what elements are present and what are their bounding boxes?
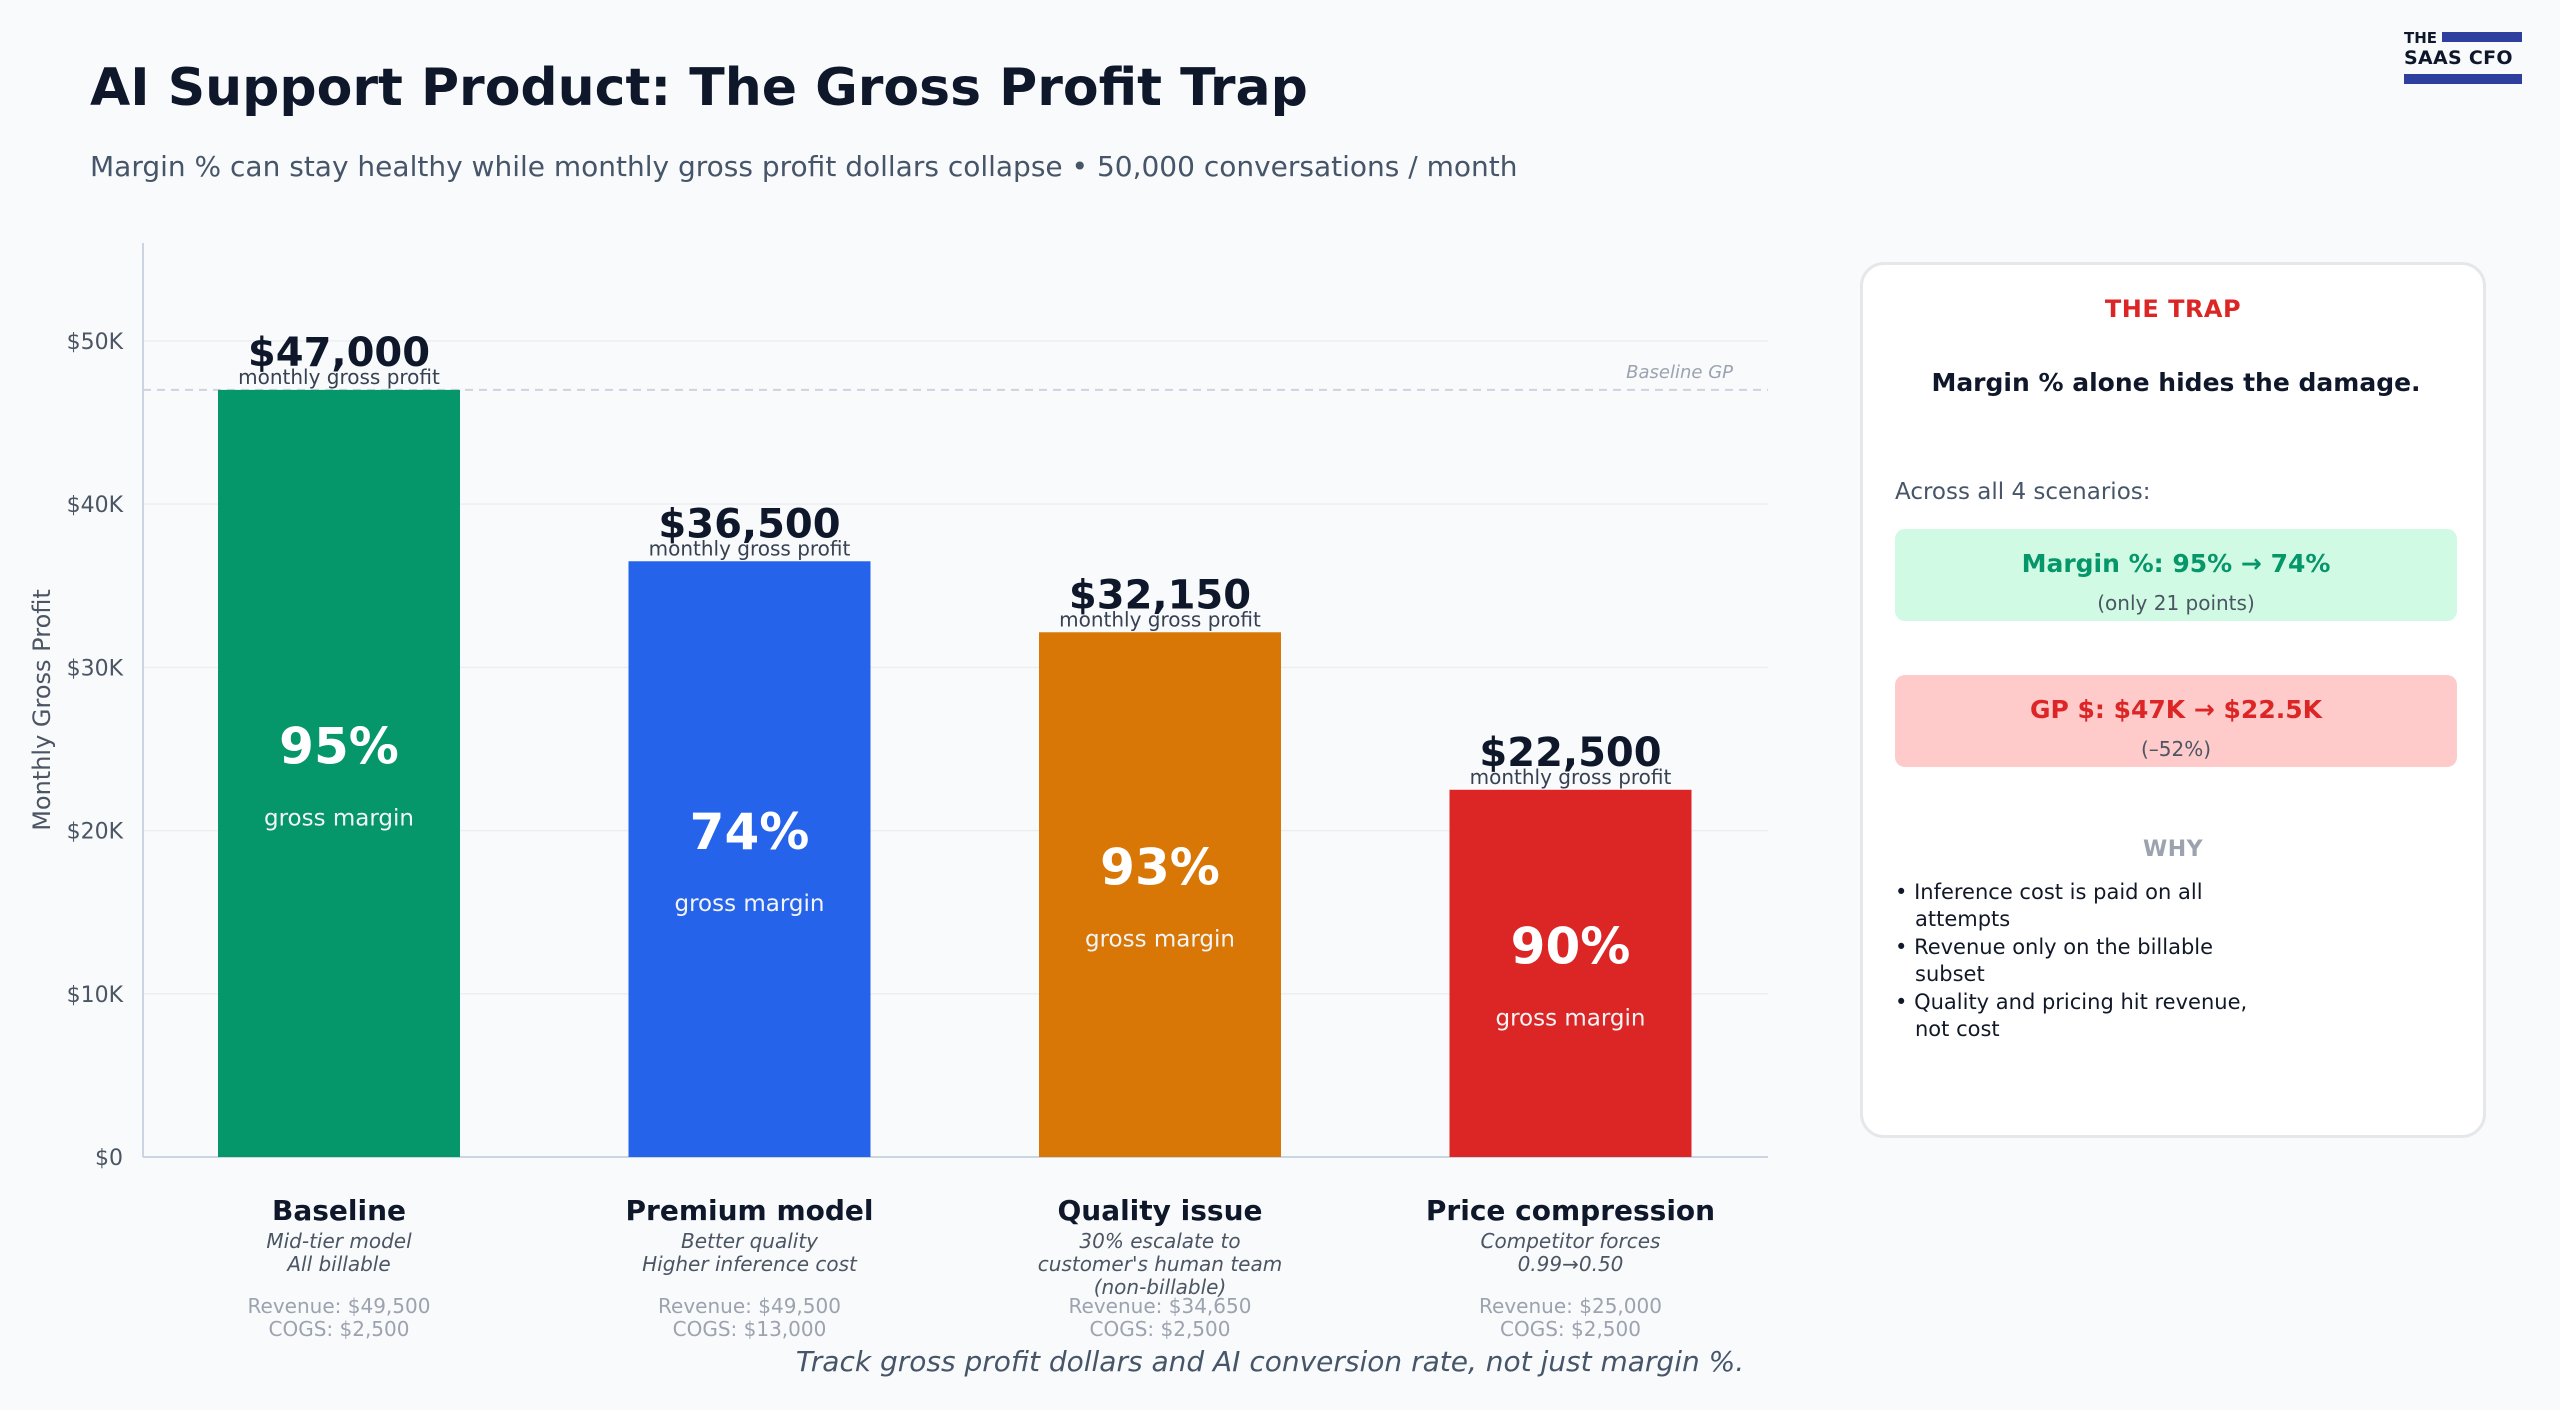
x-category-revenue: Revenue: $49,500 [658,1294,841,1318]
x-category-label: Baseline [272,1194,406,1227]
x-category-revenue: Revenue: $49,500 [248,1294,431,1318]
bar-value-label: $36,500 [658,501,840,547]
why-item: Quality and pricing hit revenue, not cos… [1895,989,2255,1043]
page-subtitle: Margin % can stay healthy while monthly … [90,150,1518,183]
gp-change-sub: (–52%) [2140,737,2212,761]
bar-value-sublabel: monthly gross profit [649,536,851,560]
logo-line-2: SAAS CFO [2404,47,2513,69]
margin-change-main: Margin %: 95% → 74% [2021,549,2331,578]
gross-profit-bar-chart: $0 $10K $20K $30K $40K $50K Monthly Gross Prof… [28,243,1768,1341]
baseline-reference-label: Baseline GP [1626,362,1733,383]
bar-value-label: $47,000 [248,330,430,376]
x-category-description: 0.99→0.50 [1518,1252,1624,1276]
x-category-revenue: Revenue: $34,650 [1069,1294,1252,1318]
bar-margin-sublabel: gross margin [1085,927,1235,953]
bar-margin-label: 90% [1511,917,1631,975]
bar [628,561,871,1157]
margin-change-sub: (only 21 points) [2097,591,2255,615]
x-category-description: (non-billable) [1094,1275,1227,1299]
bar-value-sublabel: monthly gross profit [1470,765,1672,789]
x-category-description: Mid-tier model [266,1229,412,1253]
page-title: AI Support Product: The Gross Profit Tra… [90,58,1308,118]
x-category-description: 30% escalate to [1079,1229,1240,1253]
bar [1039,632,1281,1157]
x-category-description: Competitor forces [1481,1229,1661,1253]
trap-panel-across: Across all 4 scenarios: [1895,479,2151,505]
y-tick-label: $20K [67,820,124,845]
y-tick-label: $0 [95,1146,123,1171]
bar-value-sublabel: monthly gross profit [238,365,440,389]
bar-margin-label: 93% [1100,839,1220,897]
trap-panel: THE TRAP Margin % alone hides the damage… [1860,262,2486,1138]
x-category-cogs: COGS: $2,500 [1090,1317,1231,1341]
why-item: Inference cost is paid on all attempts [1895,879,2255,933]
bar-margin-sublabel: gross margin [674,891,824,917]
y-tick-label: $10K [67,983,124,1008]
trap-panel-title: THE TRAP [2104,295,2242,323]
y-tick-label: $30K [67,656,124,681]
bar-value-sublabel: monthly gross profit [1059,607,1261,631]
why-item: Revenue only on the billable subset [1895,934,2255,988]
y-axis-label: Monthly Gross Profit [28,589,56,831]
why-title: WHY [2142,837,2204,862]
gp-change-box: GP $: $47K → $22.5K (–52%) [1895,675,2457,767]
x-category-description: All billable [285,1252,390,1276]
saas-cfo-logo: THE SAAS CFO [2404,30,2522,84]
x-category-label: Premium model [626,1194,874,1227]
x-category-label: Quality issue [1057,1194,1262,1227]
x-category-description: customer's human team [1038,1252,1282,1276]
margin-change-box: Margin %: 95% → 74% (only 21 points) [1895,529,2457,621]
bar-margin-label: 74% [690,803,810,861]
logo-bar-bottom [2404,74,2522,84]
y-tick-label: $50K [67,330,124,355]
x-category-revenue: Revenue: $25,000 [1479,1294,1662,1318]
x-category-cogs: COGS: $2,500 [1500,1317,1641,1341]
bar-value-label: $22,500 [1479,730,1661,776]
why-list: Inference cost is paid on all attempts R… [1895,879,2255,1044]
bar-margin-sublabel: gross margin [1495,1005,1645,1031]
x-category-description: Higher inference cost [642,1252,858,1276]
x-category-cogs: COGS: $13,000 [673,1317,827,1341]
x-category-description: Better quality [681,1229,819,1253]
logo-bar-top [2442,32,2522,42]
trap-panel-headline: Margin % alone hides the damage. [1931,368,2421,397]
footnote: Track gross profit dollars and AI conver… [795,1345,1745,1378]
y-tick-label: $40K [67,493,124,518]
x-category-label: Price compression [1426,1194,1715,1227]
logo-line-1: THE [2404,29,2438,47]
bar [218,389,460,1158]
bar-value-label: $32,150 [1069,572,1251,618]
bar [1449,789,1692,1157]
x-category-cogs: COGS: $2,500 [269,1317,410,1341]
bar-margin-label: 95% [279,717,399,775]
gp-change-main: GP $: $47K → $22.5K [2029,695,2322,724]
bar-margin-sublabel: gross margin [264,805,414,831]
